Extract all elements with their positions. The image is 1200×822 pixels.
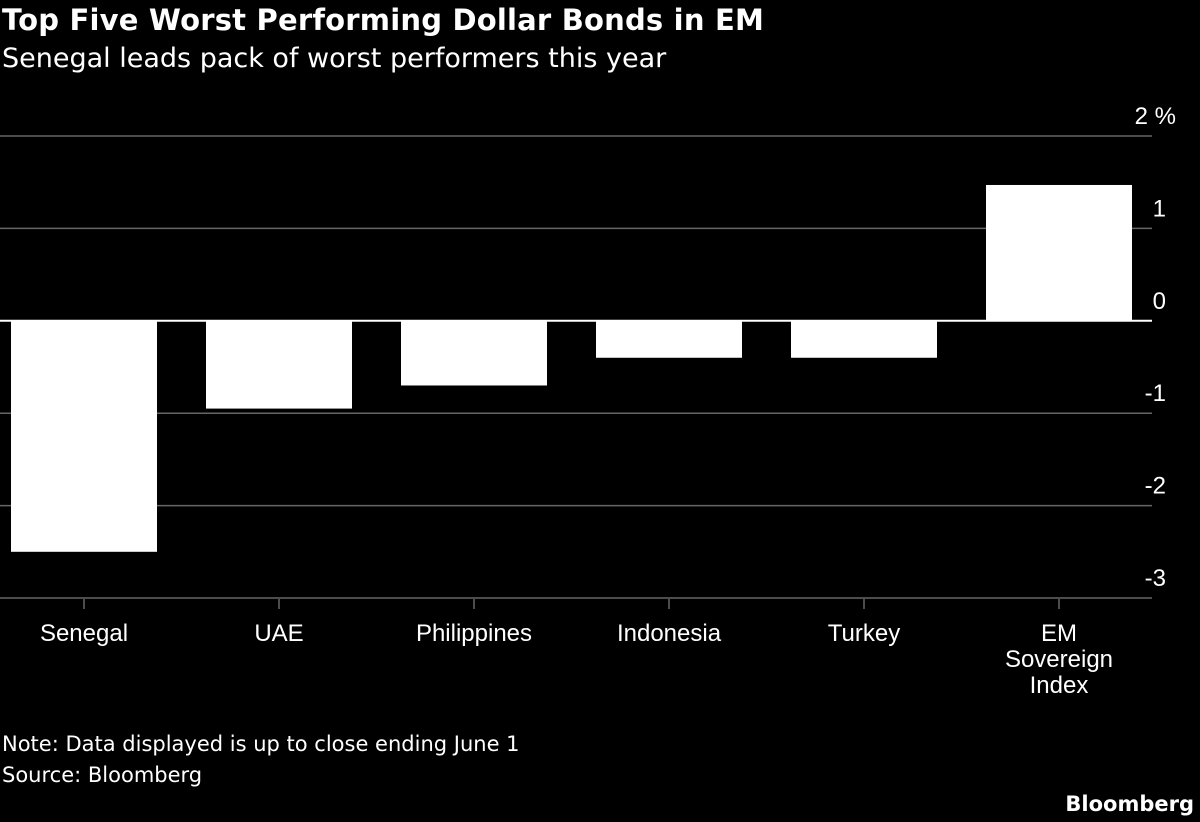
chart-note: Note: Data displayed is up to close endi… <box>2 732 520 756</box>
category-label: Senegal <box>40 620 128 647</box>
category-label: Philippines <box>416 620 532 647</box>
chart-subtitle: Senegal leads pack of worst performers t… <box>2 43 667 74</box>
bar <box>986 184 1132 321</box>
category-label: EM Sovereign Index <box>1005 620 1113 699</box>
category-label: Turkey <box>828 620 900 647</box>
bar-chart: 2 % 1 0 -1 -2 -3 Senegal UAE Philippines Indones… <box>0 103 1176 699</box>
y-tick-label: 2 % <box>1135 103 1176 130</box>
y-axis-tick-labels: 2 % 1 0 -1 -2 -3 <box>1135 103 1176 592</box>
y-tick-label: -1 <box>1145 380 1166 407</box>
bloomberg-logo: Bloomberg <box>1065 792 1194 816</box>
bar <box>596 320 742 358</box>
x-axis-ticks <box>83 599 1060 609</box>
y-tick-label: -3 <box>1145 565 1166 592</box>
y-tick-label: 0 <box>1153 288 1166 315</box>
category-label: Indonesia <box>617 620 722 647</box>
category-label: UAE <box>254 620 303 647</box>
bar <box>401 320 547 386</box>
bars <box>11 184 1132 552</box>
bar <box>206 320 352 409</box>
gridlines <box>0 135 1152 599</box>
chart-title: Top Five Worst Performing Dollar Bonds i… <box>2 3 765 37</box>
chart-source: Source: Bloomberg <box>2 763 203 787</box>
bar <box>791 320 937 358</box>
y-tick-label: 1 <box>1153 195 1166 222</box>
bar <box>11 320 157 552</box>
y-tick-label: -2 <box>1145 473 1166 500</box>
category-labels: Senegal UAE Philippines Indonesia Turkey EM So… <box>40 620 1113 699</box>
